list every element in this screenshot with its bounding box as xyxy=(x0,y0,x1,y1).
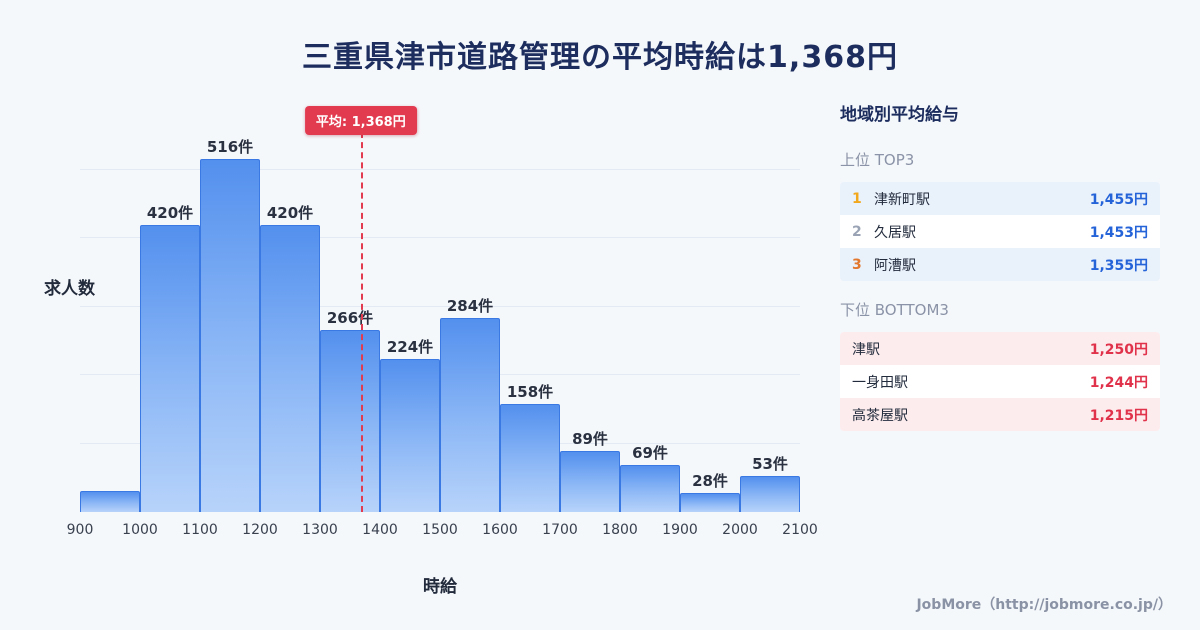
station-name: 久居駅 xyxy=(874,224,916,241)
x-tick-label: 2100 xyxy=(782,522,818,538)
salary-value: 1,244円 xyxy=(1089,374,1148,391)
top3-heading: 上位 TOP3 xyxy=(840,151,915,169)
station-name: 津駅 xyxy=(852,341,880,358)
table-row: 1 津新町駅 1,455円 xyxy=(840,182,1160,215)
station-name: 阿漕駅 xyxy=(874,257,916,274)
bar-value-label: 89件 xyxy=(572,430,608,449)
x-tick-label: 1200 xyxy=(242,522,278,538)
rank-number: 2 xyxy=(852,223,862,240)
bar-value-label: 158件 xyxy=(506,382,554,401)
average-badge: 平均: 1,368円 xyxy=(304,106,417,135)
x-tick-label: 1000 xyxy=(122,522,158,538)
x-tick-label: 2000 xyxy=(722,522,758,538)
table-row: 高茶屋駅 1,215円 xyxy=(840,398,1160,431)
x-tick-label: 900 xyxy=(66,522,94,538)
x-tick-label: 1700 xyxy=(542,522,578,538)
average-line xyxy=(360,132,363,512)
histogram-bar xyxy=(440,317,500,512)
gridline xyxy=(80,168,800,170)
table-row: 一身田駅 1,244円 xyxy=(840,365,1160,398)
histogram-bar xyxy=(200,158,260,512)
bar-value-label: 420件 xyxy=(266,203,314,222)
rank-number: 1 xyxy=(852,190,862,207)
x-tick-label: 1500 xyxy=(422,522,458,538)
page-title: 三重県津市道路管理の平均時給は1,368円 xyxy=(302,40,898,75)
chart-plot: 420件 516件 420件 266件 224件 284件 158件 89件 69件 28件 53件… xyxy=(67,106,818,538)
histogram-bar xyxy=(320,330,380,512)
histogram-bar xyxy=(620,464,680,512)
salary-value: 1,250円 xyxy=(1089,341,1148,358)
x-tick-label: 1600 xyxy=(482,522,518,538)
bottom3-heading: 下位 BOTTOM3 xyxy=(840,301,949,319)
histogram-bar xyxy=(680,492,740,512)
footer-credit: JobMore（http://jobmore.co.jp/） xyxy=(916,597,1172,613)
rank-number: 3 xyxy=(852,256,862,273)
x-tick-label: 1800 xyxy=(602,522,638,538)
region-salary-panel: 地域別平均給与 上位 TOP3 1 津新町駅 1,455円 2 久居駅 1,453円 3 阿漕… xyxy=(840,100,1160,449)
salary-value: 1,215円 xyxy=(1089,407,1148,424)
bar-value-label: 420件 xyxy=(146,203,194,222)
station-name: 高茶屋駅 xyxy=(852,407,908,424)
station-name: 一身田駅 xyxy=(852,374,908,391)
histogram-bar xyxy=(740,475,800,512)
salary-value: 1,355円 xyxy=(1089,257,1148,274)
table-row: 2 久居駅 1,453円 xyxy=(840,215,1160,248)
salary-value: 1,453円 xyxy=(1089,224,1148,241)
histogram-bar xyxy=(560,451,620,512)
top3-table: 1 津新町駅 1,455円 2 久居駅 1,453円 3 阿漕駅 1,355円 xyxy=(840,182,1160,281)
gridline xyxy=(80,237,800,239)
bar-value-label: 28件 xyxy=(692,471,728,490)
y-axis-label: 求人数 xyxy=(44,279,95,299)
station-name: 津新町駅 xyxy=(874,191,930,208)
bar-value-label: 266件 xyxy=(326,309,374,327)
table-row: 3 阿漕駅 1,355円 xyxy=(840,248,1160,281)
x-tick-label: 1100 xyxy=(182,522,218,538)
bar-value-label: 69件 xyxy=(632,443,668,462)
table-row: 津駅 1,250円 xyxy=(840,332,1160,365)
histogram-bar xyxy=(500,403,560,512)
salary-value: 1,455円 xyxy=(1089,191,1148,208)
panel-title: 地域別平均給与 xyxy=(840,105,959,125)
x-tick-label: 1400 xyxy=(362,522,398,538)
bar-value-label: 516件 xyxy=(206,137,254,156)
histogram-bar xyxy=(80,491,140,512)
histogram-bar xyxy=(260,224,320,512)
bottom3-table: 津駅 1,250円一身田駅 1,244円高茶屋駅 1,215円 xyxy=(840,332,1160,431)
x-tick-label: 1300 xyxy=(302,522,338,538)
histogram-bar xyxy=(380,358,440,512)
gridline xyxy=(80,305,800,307)
histogram-bar xyxy=(140,224,200,512)
bar-value-label: 224件 xyxy=(386,337,434,356)
bar-value-label: 53件 xyxy=(752,454,788,473)
bar-value-label: 284件 xyxy=(446,296,494,315)
x-tick-label: 1900 xyxy=(662,522,698,538)
x-axis-label: 時給 xyxy=(423,577,457,597)
